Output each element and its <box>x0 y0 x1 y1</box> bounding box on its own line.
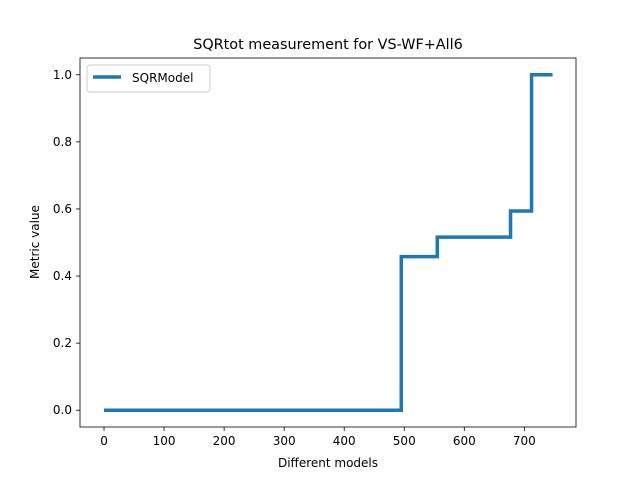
y-tick-label: 0.6 <box>53 202 72 216</box>
x-tick-label: 100 <box>153 434 176 448</box>
y-tick-label: 0.8 <box>53 135 72 149</box>
series-line-0 <box>104 73 553 412</box>
x-tick-label: 400 <box>333 434 356 448</box>
x-axis-label: Different models <box>278 456 378 470</box>
series-layer <box>104 73 553 412</box>
x-tick-label: 500 <box>393 434 416 448</box>
y-tick-label: 0.0 <box>53 403 72 417</box>
plot-background <box>80 58 576 427</box>
legend: SQRModel <box>86 64 211 93</box>
x-tick-label: 0 <box>100 434 108 448</box>
x-tick-label: 300 <box>273 434 296 448</box>
chart-title: SQRtot measurement for VS-WF+All6 <box>193 37 463 53</box>
plot-frame <box>79 57 577 428</box>
y-axis: 0.0 0.2 0.4 0.6 0.8 1.0 <box>53 68 80 417</box>
plot-area <box>79 57 577 428</box>
y-tick-label: 0.2 <box>53 336 72 350</box>
y-tick-label: 1.0 <box>53 68 72 82</box>
legend-label: SQRModel <box>132 71 193 85</box>
x-tick-label: 700 <box>513 434 536 448</box>
x-tick-label: 200 <box>213 434 236 448</box>
x-axis: 0 100 200 300 400 500 600 700 <box>100 427 536 448</box>
x-tick-label: 600 <box>453 434 476 448</box>
y-tick-label: 0.4 <box>53 269 72 283</box>
y-axis-label: Metric value <box>28 205 42 279</box>
legend-frame <box>86 64 211 93</box>
